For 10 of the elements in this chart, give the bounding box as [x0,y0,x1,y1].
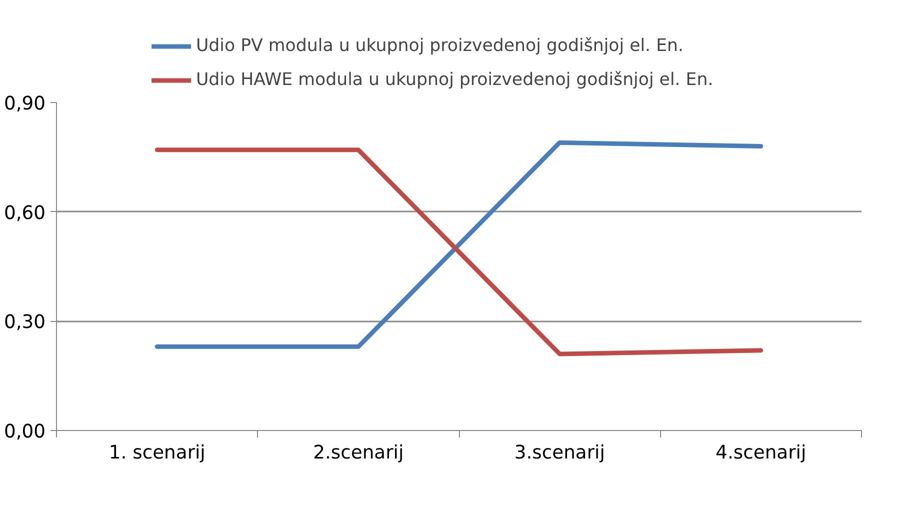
x-tick-label: 2.scenarij [313,442,404,464]
x-tick-label: 1. scenarij [108,442,206,464]
y-tick-label: 0,60 [4,202,46,224]
y-tick-label: 0,30 [4,312,46,334]
legend-label: Udio PV modula u ukupnoj proizvedenoj godišnjoj el. En. [196,36,684,56]
legend-label: Udio HAWE modula u ukupnoj proizvedenoj godišnjoj el. En. [196,70,714,90]
y-tick-label: 0,90 [4,94,46,114]
x-tick-label: 3.scenarij [514,442,605,464]
x-tick-label: 4.scenarij [716,442,806,464]
y-tick-label: 0,00 [4,422,46,442]
